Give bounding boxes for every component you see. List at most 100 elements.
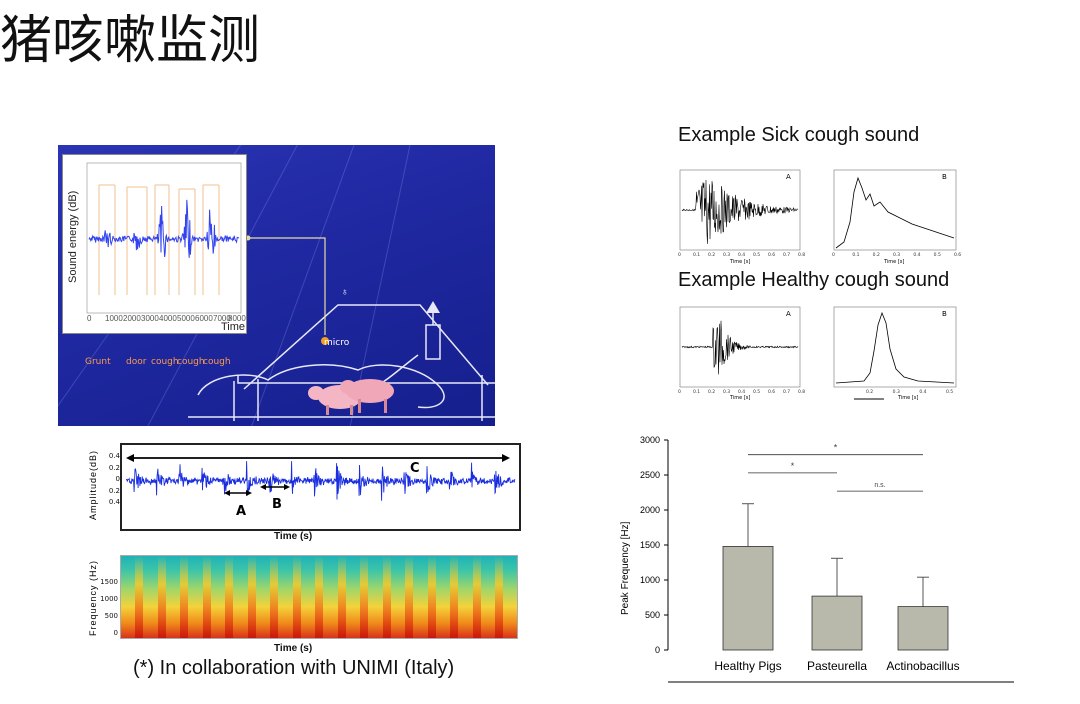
spectrogram-cough-band bbox=[472, 556, 481, 638]
spec-tick-1: 1000 bbox=[100, 595, 118, 603]
spectrogram-cough-band bbox=[337, 556, 346, 638]
amplitude-x-label: Time (s) bbox=[274, 531, 313, 542]
sick-heading: Example Sick cough sound bbox=[678, 124, 920, 146]
healthy-heading: Example Healthy cough sound bbox=[678, 269, 950, 291]
bar-ytick-3: 1500 bbox=[640, 540, 660, 550]
marker-a: A bbox=[236, 504, 246, 519]
spectrogram-cough-band bbox=[135, 556, 143, 638]
energy-tick-2: 2000 bbox=[123, 314, 141, 323]
energy-tick-4: 4000 bbox=[159, 314, 177, 323]
energy-tick-3: 3000 bbox=[141, 314, 159, 323]
spectrogram-cough-band bbox=[292, 556, 301, 638]
healthy-a-tick-1: 0.1 bbox=[693, 389, 700, 395]
healthy-panel-b: B bbox=[942, 310, 947, 318]
barn-diagram: ♁ bbox=[90, 235, 495, 421]
spectrogram-y-label-wrap: Frequency (Hz) bbox=[88, 560, 98, 636]
sick-a-tick-7: 0.7 bbox=[783, 252, 790, 258]
healthy-a-tick-2: 0.2 bbox=[708, 389, 715, 395]
energy-tick-7: 7000 bbox=[213, 314, 231, 323]
svg-text:♁: ♁ bbox=[341, 287, 349, 298]
sound-energy-inset: 0 1000 2000 3000 4000 5000 6000 7000 800… bbox=[62, 154, 247, 334]
spectrogram-cough-band bbox=[495, 556, 503, 638]
amplitude-plot: A B C bbox=[120, 443, 521, 531]
healthy-b-tick-0: 0.2 bbox=[866, 389, 873, 395]
bar-ytick-2: 1000 bbox=[640, 575, 660, 585]
bar-ytick-6: 3000 bbox=[640, 435, 660, 445]
energy-y-label: Sound energy (dB) bbox=[67, 191, 79, 283]
bar-y-label: Peak Frequency [Hz] bbox=[620, 521, 631, 615]
spectrogram-y-ticks: 1500 1000 500 0 bbox=[94, 574, 118, 642]
peak-frequency-bar-chart: Peak Frequency [Hz] 0 500 1000 1500 2000 2500… bbox=[620, 435, 1014, 683]
sick-b-tick-2: 0.2 bbox=[873, 252, 880, 258]
spectrogram-y-label: Frequency (Hz) bbox=[88, 560, 98, 636]
healthy-a-tick-3: 0.3 bbox=[723, 389, 730, 395]
healthy-a-tick-8: 0.8 bbox=[798, 389, 805, 395]
significance-label-0: * bbox=[834, 443, 838, 453]
sound-label-door: door bbox=[126, 357, 147, 367]
amp-tick-2: 0 bbox=[115, 475, 120, 483]
healthy-a-tick-7: 0.7 bbox=[783, 389, 790, 395]
spec-tick-2: 500 bbox=[104, 612, 118, 620]
sound-label-cough-1: cough bbox=[151, 357, 179, 367]
spectrogram bbox=[120, 555, 518, 639]
microphone-icon bbox=[321, 337, 329, 345]
energy-tick-0: 0 bbox=[87, 314, 92, 323]
sick-a-tick-0: 0 bbox=[678, 252, 681, 258]
energy-tick-6: 6000 bbox=[195, 314, 213, 323]
sick-a-tick-3: 0.3 bbox=[723, 252, 730, 258]
spectrogram-cough-band bbox=[180, 556, 188, 638]
spectrogram-cough-band bbox=[157, 556, 166, 638]
bar-ytick-4: 2000 bbox=[640, 505, 660, 515]
healthy-b-xlabel: Time [s] bbox=[897, 395, 918, 401]
amplitude-y-label: Amplitude(dB) bbox=[88, 450, 98, 520]
amp-tick-4: 0.4 bbox=[108, 498, 120, 506]
sick-a-tick-8: 0.8 bbox=[798, 252, 805, 258]
sick-b-tick-6: 0.6 bbox=[954, 252, 961, 258]
sick-b-tick-0: 0 bbox=[832, 252, 835, 258]
sound-label-grunt: Grunt bbox=[85, 357, 111, 367]
spectrogram-cough-band bbox=[405, 556, 413, 638]
sick-a-tick-5: 0.5 bbox=[753, 252, 760, 258]
amp-tick-0: 0.4 bbox=[108, 452, 120, 460]
spectrogram-cough-band bbox=[360, 556, 368, 638]
sick-panel-b: B bbox=[942, 173, 947, 181]
sick-a-tick-2: 0.2 bbox=[708, 252, 715, 258]
bar-category-1: Pasteurella bbox=[807, 659, 867, 673]
energy-x-label: Time bbox=[221, 321, 245, 333]
sound-label-cough-2: cough bbox=[177, 357, 205, 367]
healthy-b-tick-2: 0.4 bbox=[919, 389, 926, 395]
spectrogram-cough-band bbox=[202, 556, 211, 638]
energy-tick-5: 5000 bbox=[177, 314, 195, 323]
sick-a-tick-4: 0.4 bbox=[738, 252, 745, 258]
sick-panel-a: A bbox=[786, 173, 791, 181]
healthy-a-tick-4: 0.4 bbox=[738, 389, 745, 395]
marker-b: B bbox=[272, 497, 282, 512]
footnote: (*) In collaboration with UNIMI (Italy) bbox=[133, 657, 455, 679]
energy-tick-1: 1000 bbox=[105, 314, 123, 323]
sick-cough-plots: A B 0 0.1 0.2 0.3 0.4 0.5 0.6 0.7 0.8 0 0.1 0.2 0.3… bbox=[678, 169, 961, 265]
bar-category-0: Healthy Pigs bbox=[714, 659, 781, 673]
spectrogram-cough-band bbox=[315, 556, 323, 638]
healthy-a-tick-5: 0.5 bbox=[753, 389, 760, 395]
spectrogram-cough-band bbox=[247, 556, 256, 638]
spectrogram-x-label: Time (s) bbox=[274, 643, 313, 654]
sick-b-tick-1: 0.1 bbox=[852, 252, 859, 258]
sick-a-xlabel: Time [s] bbox=[729, 259, 750, 265]
healthy-a-tick-0: 0 bbox=[678, 389, 681, 395]
amplitude-y-ticks: 0.4 0.2 0 0.2 0.4 bbox=[104, 451, 120, 509]
sick-b-xlabel: Time [s] bbox=[883, 259, 904, 265]
healthy-panel-a: A bbox=[786, 310, 791, 318]
healthy-a-xlabel: Time [s] bbox=[729, 395, 750, 401]
page-title: 猪咳嗽监测 bbox=[0, 11, 261, 71]
bar-2 bbox=[897, 606, 949, 651]
spectrogram-cough-band bbox=[225, 556, 233, 638]
marker-c: C bbox=[410, 461, 420, 476]
energy-tick-8: 8000 bbox=[228, 314, 246, 323]
healthy-b-tick-1: 0.3 bbox=[893, 389, 900, 395]
sound-energy-plot: 0 1000 2000 3000 4000 5000 6000 7000 800… bbox=[67, 162, 246, 333]
spec-tick-3: 0 bbox=[113, 629, 118, 637]
sick-a-tick-1: 0.1 bbox=[693, 252, 700, 258]
sick-b-tick-3: 0.3 bbox=[893, 252, 900, 258]
healthy-a-tick-6: 0.6 bbox=[768, 389, 775, 395]
bar-1 bbox=[811, 595, 863, 651]
